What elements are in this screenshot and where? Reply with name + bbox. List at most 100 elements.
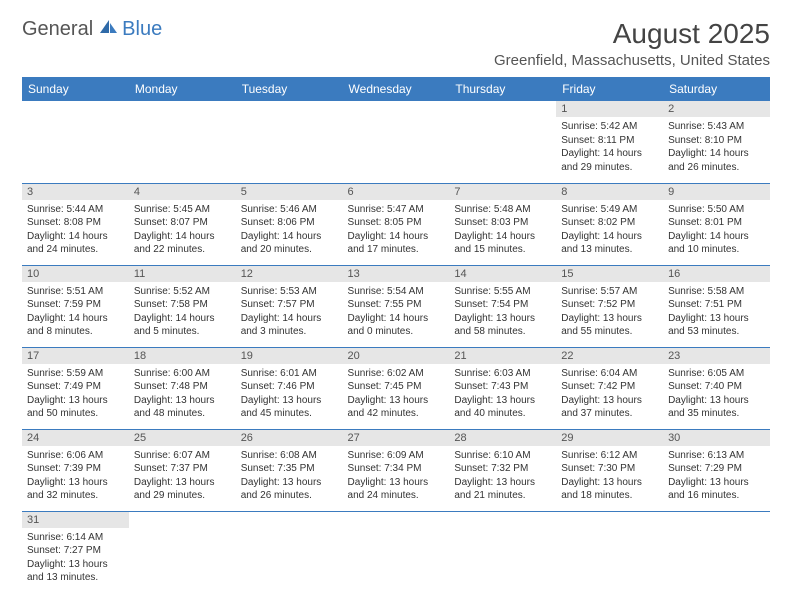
calendar-cell: 13Sunrise: 5:54 AMSunset: 7:55 PMDayligh… [343,265,450,347]
calendar-cell [556,511,663,593]
calendar-cell: 27Sunrise: 6:09 AMSunset: 7:34 PMDayligh… [343,429,450,511]
day-number: 15 [556,266,663,282]
weekday-header: Saturday [663,77,770,101]
day-number: 18 [129,348,236,364]
calendar-cell: 4Sunrise: 5:45 AMSunset: 8:07 PMDaylight… [129,183,236,265]
calendar-cell: 28Sunrise: 6:10 AMSunset: 7:32 PMDayligh… [449,429,556,511]
day-number: 23 [663,348,770,364]
calendar-cell: 14Sunrise: 5:55 AMSunset: 7:54 PMDayligh… [449,265,556,347]
calendar-cell: 22Sunrise: 6:04 AMSunset: 7:42 PMDayligh… [556,347,663,429]
day-info: Sunrise: 6:00 AMSunset: 7:48 PMDaylight:… [129,364,236,425]
day-info: Sunrise: 5:46 AMSunset: 8:06 PMDaylight:… [236,200,343,261]
day-number: 19 [236,348,343,364]
day-info: Sunrise: 6:02 AMSunset: 7:45 PMDaylight:… [343,364,450,425]
day-number: 3 [22,184,129,200]
weekday-header: Monday [129,77,236,101]
day-number: 12 [236,266,343,282]
calendar-cell [449,511,556,593]
day-number: 16 [663,266,770,282]
day-number: 20 [343,348,450,364]
day-info: Sunrise: 6:10 AMSunset: 7:32 PMDaylight:… [449,446,556,507]
day-number: 10 [22,266,129,282]
day-info: Sunrise: 6:09 AMSunset: 7:34 PMDaylight:… [343,446,450,507]
day-number: 14 [449,266,556,282]
day-number: 25 [129,430,236,446]
day-info: Sunrise: 5:45 AMSunset: 8:07 PMDaylight:… [129,200,236,261]
day-info: Sunrise: 5:42 AMSunset: 8:11 PMDaylight:… [556,117,663,178]
calendar-cell: 2Sunrise: 5:43 AMSunset: 8:10 PMDaylight… [663,101,770,183]
calendar-cell [236,511,343,593]
day-number: 11 [129,266,236,282]
day-number: 9 [663,184,770,200]
location-text: Greenfield, Massachusetts, United States [494,52,770,69]
day-info: Sunrise: 5:57 AMSunset: 7:52 PMDaylight:… [556,282,663,343]
day-info: Sunrise: 5:47 AMSunset: 8:05 PMDaylight:… [343,200,450,261]
day-info: Sunrise: 6:01 AMSunset: 7:46 PMDaylight:… [236,364,343,425]
day-number: 7 [449,184,556,200]
day-number: 30 [663,430,770,446]
day-number: 17 [22,348,129,364]
logo: General Blue [22,18,162,41]
day-info: Sunrise: 6:08 AMSunset: 7:35 PMDaylight:… [236,446,343,507]
calendar-cell [663,511,770,593]
day-number: 21 [449,348,556,364]
weekday-header: Sunday [22,77,129,101]
day-number: 6 [343,184,450,200]
day-number: 22 [556,348,663,364]
calendar-cell: 25Sunrise: 6:07 AMSunset: 7:37 PMDayligh… [129,429,236,511]
day-info: Sunrise: 6:12 AMSunset: 7:30 PMDaylight:… [556,446,663,507]
logo-text-blue: Blue [122,18,162,41]
calendar-cell: 23Sunrise: 6:05 AMSunset: 7:40 PMDayligh… [663,347,770,429]
calendar-cell: 3Sunrise: 5:44 AMSunset: 8:08 PMDaylight… [22,183,129,265]
calendar-cell: 5Sunrise: 5:46 AMSunset: 8:06 PMDaylight… [236,183,343,265]
day-info: Sunrise: 6:13 AMSunset: 7:29 PMDaylight:… [663,446,770,507]
calendar-cell [343,511,450,593]
calendar-cell: 24Sunrise: 6:06 AMSunset: 7:39 PMDayligh… [22,429,129,511]
day-info: Sunrise: 6:04 AMSunset: 7:42 PMDaylight:… [556,364,663,425]
calendar-cell: 8Sunrise: 5:49 AMSunset: 8:02 PMDaylight… [556,183,663,265]
calendar-cell: 16Sunrise: 5:58 AMSunset: 7:51 PMDayligh… [663,265,770,347]
calendar-cell: 18Sunrise: 6:00 AMSunset: 7:48 PMDayligh… [129,347,236,429]
day-info: Sunrise: 6:03 AMSunset: 7:43 PMDaylight:… [449,364,556,425]
calendar-cell [129,511,236,593]
day-number: 24 [22,430,129,446]
day-info: Sunrise: 5:49 AMSunset: 8:02 PMDaylight:… [556,200,663,261]
day-number: 5 [236,184,343,200]
day-info: Sunrise: 5:55 AMSunset: 7:54 PMDaylight:… [449,282,556,343]
header: General Blue August 2025 Greenfield, Mas… [22,18,770,69]
day-info: Sunrise: 5:51 AMSunset: 7:59 PMDaylight:… [22,282,129,343]
calendar-cell: 15Sunrise: 5:57 AMSunset: 7:52 PMDayligh… [556,265,663,347]
day-info: Sunrise: 6:07 AMSunset: 7:37 PMDaylight:… [129,446,236,507]
calendar-cell: 30Sunrise: 6:13 AMSunset: 7:29 PMDayligh… [663,429,770,511]
day-number: 13 [343,266,450,282]
calendar-cell: 31Sunrise: 6:14 AMSunset: 7:27 PMDayligh… [22,511,129,593]
page-title: August 2025 [494,18,770,50]
calendar-cell: 17Sunrise: 5:59 AMSunset: 7:49 PMDayligh… [22,347,129,429]
weekday-header: Thursday [449,77,556,101]
day-number: 2 [663,101,770,117]
day-info: Sunrise: 5:48 AMSunset: 8:03 PMDaylight:… [449,200,556,261]
title-block: August 2025 Greenfield, Massachusetts, U… [494,18,770,69]
logo-text-general: General [22,18,93,41]
calendar-cell: 9Sunrise: 5:50 AMSunset: 8:01 PMDaylight… [663,183,770,265]
day-info: Sunrise: 5:44 AMSunset: 8:08 PMDaylight:… [22,200,129,261]
day-info: Sunrise: 6:06 AMSunset: 7:39 PMDaylight:… [22,446,129,507]
calendar-cell [236,101,343,183]
calendar-table: SundayMondayTuesdayWednesdayThursdayFrid… [22,77,770,593]
calendar-cell: 10Sunrise: 5:51 AMSunset: 7:59 PMDayligh… [22,265,129,347]
day-info: Sunrise: 5:59 AMSunset: 7:49 PMDaylight:… [22,364,129,425]
weekday-header: Wednesday [343,77,450,101]
calendar-cell: 7Sunrise: 5:48 AMSunset: 8:03 PMDaylight… [449,183,556,265]
day-info: Sunrise: 5:50 AMSunset: 8:01 PMDaylight:… [663,200,770,261]
calendar-cell [129,101,236,183]
calendar-cell: 12Sunrise: 5:53 AMSunset: 7:57 PMDayligh… [236,265,343,347]
day-number: 26 [236,430,343,446]
day-number: 8 [556,184,663,200]
day-info: Sunrise: 6:05 AMSunset: 7:40 PMDaylight:… [663,364,770,425]
calendar-cell: 26Sunrise: 6:08 AMSunset: 7:35 PMDayligh… [236,429,343,511]
day-info: Sunrise: 5:53 AMSunset: 7:57 PMDaylight:… [236,282,343,343]
weekday-header: Tuesday [236,77,343,101]
weekday-header: Friday [556,77,663,101]
calendar-cell: 21Sunrise: 6:03 AMSunset: 7:43 PMDayligh… [449,347,556,429]
calendar-cell: 20Sunrise: 6:02 AMSunset: 7:45 PMDayligh… [343,347,450,429]
